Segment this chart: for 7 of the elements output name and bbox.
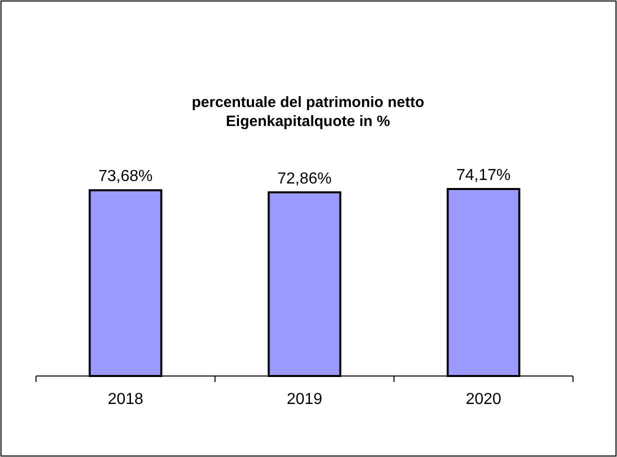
x-tick-label: 2019 <box>286 391 322 408</box>
data-label: 74,17% <box>456 167 511 184</box>
x-tick-label: 2020 <box>466 391 502 408</box>
data-label: 72,86% <box>277 170 332 188</box>
chart-title: percentuale del patrimonio netto Eigenkapitalquote in % <box>192 94 424 130</box>
data-label: 73,68% <box>98 168 153 186</box>
x-tick-label: 2018 <box>108 391 144 408</box>
